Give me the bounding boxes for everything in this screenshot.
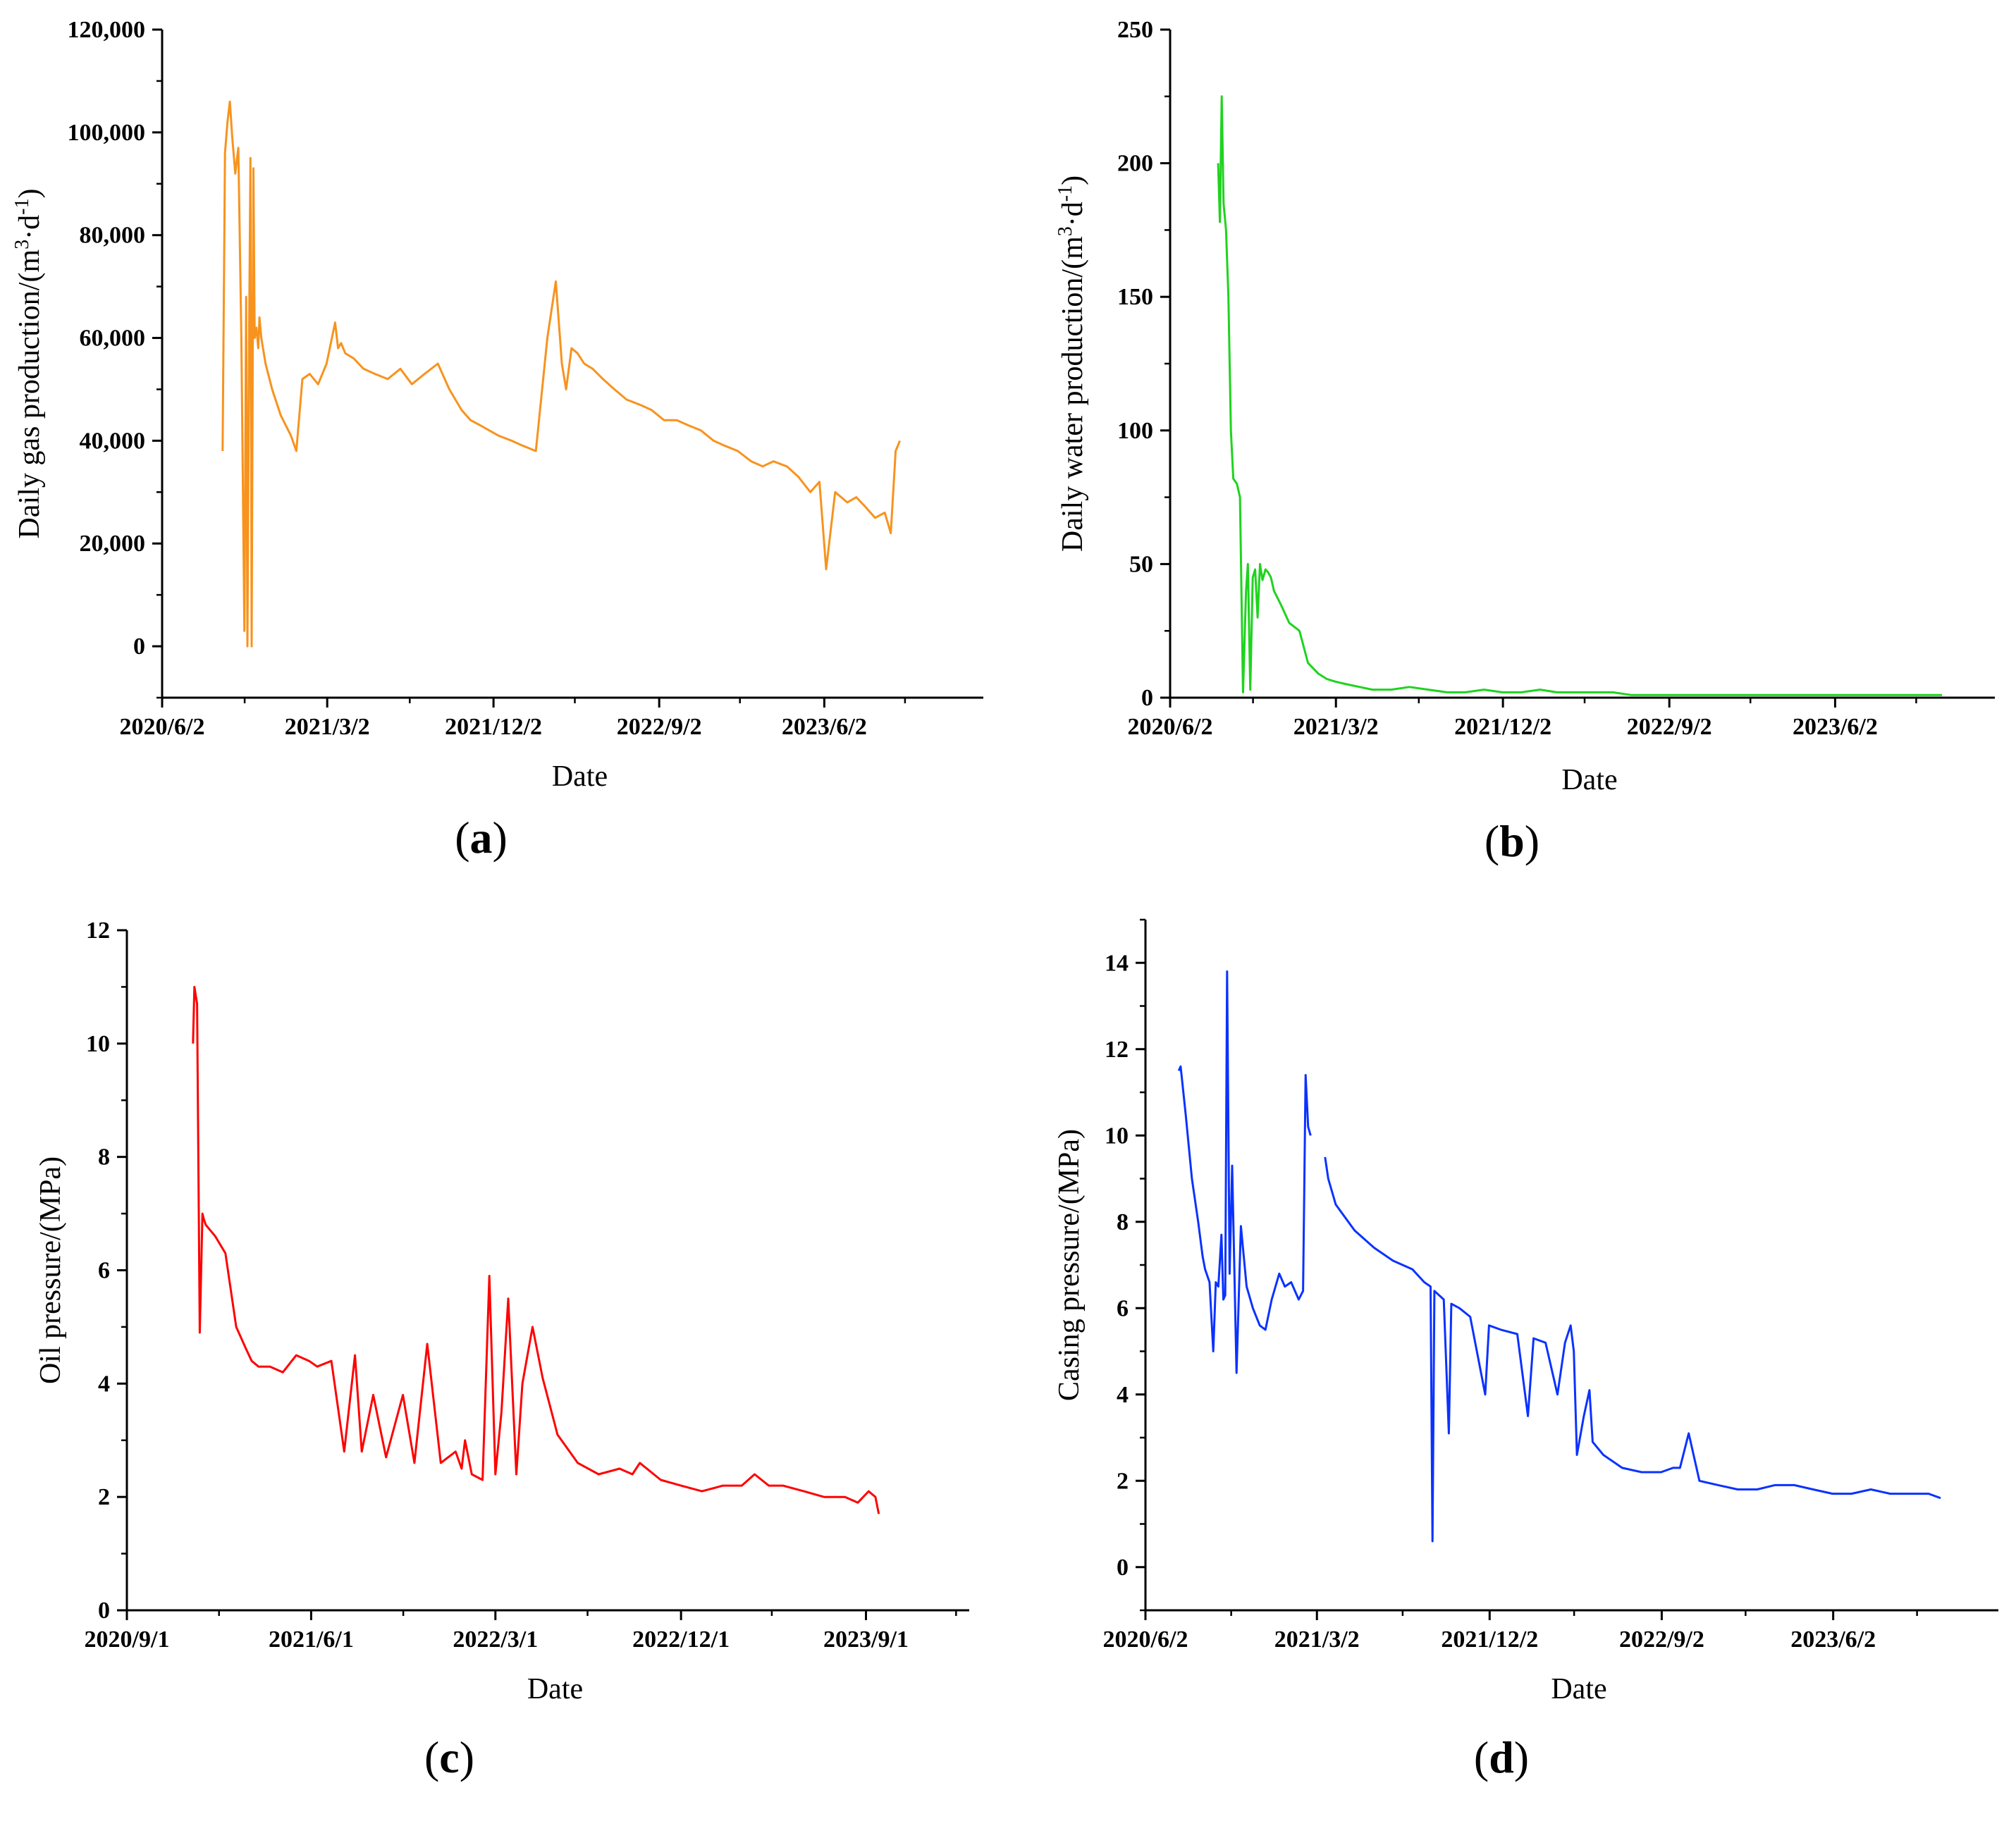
x-tick-label: 2021/3/2 (1274, 1626, 1360, 1653)
x-tick-label: 2021/6/1 (269, 1626, 354, 1653)
y-tick-label: 10 (86, 1031, 110, 1057)
panel-label: (a) (455, 813, 508, 863)
y-axis-title-part: Oil pressure/(MPa) (35, 1156, 67, 1384)
y-tick-label: 14 (1105, 950, 1129, 976)
x-tick-label: 2021/12/2 (445, 714, 542, 740)
x-tick-label: 2020/9/1 (85, 1626, 170, 1653)
y-tick-label: 6 (1117, 1295, 1129, 1321)
y-tick-label: 2 (1117, 1468, 1129, 1494)
x-tick-label: 2021/3/2 (285, 714, 370, 740)
y-axis-title-part: 3 (1055, 226, 1076, 236)
x-tick-label: 2022/12/1 (632, 1626, 730, 1653)
y-tick-label: 20,000 (80, 531, 146, 557)
x-tick-label: 2020/6/2 (120, 714, 205, 740)
panel-label: (b) (1485, 816, 1539, 866)
y-tick-label: 100,000 (68, 120, 146, 146)
x-tick-label: 2020/6/2 (1103, 1626, 1188, 1653)
x-tick-label: 2021/3/2 (1293, 714, 1379, 740)
y-tick-label: 40,000 (80, 428, 146, 454)
y-tick-label: 100 (1117, 418, 1153, 444)
y-tick-label: 80,000 (80, 223, 146, 249)
x-axis-title: Date (1561, 764, 1617, 796)
y-axis-title-part: Casing pressure/(MPa) (1053, 1129, 1086, 1401)
y-tick-label: 200 (1117, 151, 1153, 177)
series-line-d-1 (1324, 1156, 1941, 1543)
x-tick-label: 2022/9/2 (1619, 1626, 1704, 1653)
y-axis-title-part: ) (1057, 175, 1089, 185)
y-tick-label: 0 (133, 634, 145, 660)
y-axis-title: Daily gas production/(m3·d-1) (11, 189, 47, 539)
chart-panel-c: 0 2 4 6 8 10 12 2020/9/1 2021/6/1 2022/3/1 2022/12… (35, 918, 969, 1782)
x-tick-label: 2022/9/2 (617, 714, 702, 740)
y-tick-label: 250 (1117, 17, 1153, 43)
panel-label: (c) (424, 1732, 474, 1782)
chart-panel-b: 0 50 100 150 200 250 2020/6/2 2021/3/2 2021/12/2… (1055, 17, 1995, 866)
y-axis-title-part: Daily water production/(m (1057, 236, 1089, 552)
y-tick-label: 0 (98, 1598, 110, 1624)
series-line-b-0 (1217, 95, 1942, 696)
chart-panel-d: 0 2 4 6 8 10 12 14 2020/6/2 2021/3/2 2021/12/2 2022… (1053, 918, 1998, 1782)
y-tick-label: 10 (1105, 1123, 1129, 1149)
y-tick-label: 0 (1117, 1555, 1129, 1581)
y-axis-title-part: ·d (13, 215, 46, 240)
y-axis-title-part: ·d (1057, 202, 1089, 226)
x-axis-title: Date (552, 760, 608, 793)
y-tick-label: 60,000 (80, 326, 146, 352)
series-line-c-0 (192, 985, 880, 1514)
y-axis-title: Oil pressure/(MPa) (35, 1156, 67, 1384)
series-line-d-0 (1177, 970, 1312, 1374)
panel-label: (d) (1474, 1732, 1529, 1782)
y-tick-label: 50 (1129, 551, 1153, 577)
y-tick-label: 120,000 (68, 17, 146, 43)
y-tick-label: 2 (98, 1484, 110, 1510)
y-axis-title-part: ) (13, 189, 46, 199)
y-axis-title: Daily water production/(m3·d-1) (1055, 175, 1090, 552)
y-tick-label: 150 (1117, 284, 1153, 310)
chart-panel-a: 0 20,000 40,000 60,000 80,000 100,000 120,000 2… (11, 17, 983, 863)
y-tick-label: 12 (86, 918, 110, 944)
x-tick-label: 2023/6/2 (782, 714, 867, 740)
y-tick-label: 4 (98, 1371, 110, 1397)
x-tick-label: 2021/12/2 (1454, 714, 1551, 740)
y-tick-label: 4 (1117, 1382, 1129, 1408)
y-axis-title-part: Daily gas production/(m (13, 249, 46, 539)
y-tick-label: 8 (1117, 1209, 1129, 1235)
x-tick-label: 2021/12/2 (1441, 1626, 1538, 1653)
y-tick-label: 0 (1141, 685, 1153, 711)
x-axis-title: Date (527, 1673, 583, 1705)
x-axis-title: Date (1551, 1673, 1606, 1705)
x-tick-label: 2023/6/2 (1793, 714, 1878, 740)
series-line-a-0 (221, 100, 901, 648)
x-tick-label: 2022/9/2 (1627, 714, 1712, 740)
y-tick-label: 6 (98, 1258, 110, 1284)
x-tick-label: 2023/6/2 (1790, 1626, 1876, 1653)
y-tick-label: 8 (98, 1144, 110, 1171)
y-tick-label: 12 (1105, 1037, 1129, 1063)
x-tick-label: 2022/3/1 (453, 1626, 538, 1653)
y-axis-title-part: -1 (1055, 185, 1076, 202)
y-axis-title-part: -1 (11, 199, 33, 215)
y-axis-title: Casing pressure/(MPa) (1053, 1129, 1086, 1401)
y-axis-title-part: 3 (11, 240, 33, 249)
x-tick-label: 2023/9/1 (823, 1626, 909, 1653)
x-tick-label: 2020/6/2 (1128, 714, 1213, 740)
